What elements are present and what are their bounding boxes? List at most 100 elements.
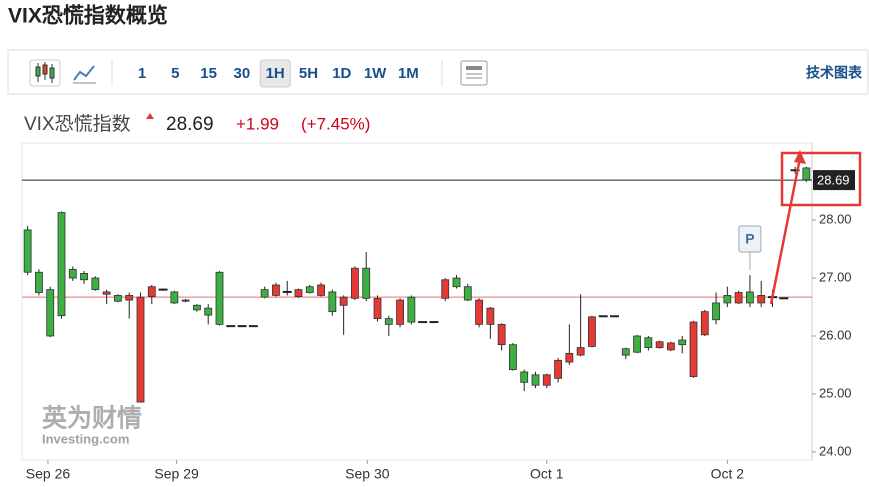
candle-body [396, 299, 404, 325]
candle-body [35, 271, 43, 293]
candle-body [746, 291, 754, 304]
candle-body [689, 321, 698, 377]
candle-body [339, 296, 348, 306]
y-tick-label: 24.00 [819, 443, 852, 458]
candle-body [700, 311, 709, 336]
highlight-arrow [769, 157, 802, 305]
candle-body [147, 286, 156, 297]
candle-body [260, 289, 269, 298]
candle-body [57, 212, 66, 317]
annotation-label: P [745, 231, 754, 247]
arrow-head [794, 150, 806, 164]
chart-marks: 24.00 25.00 26.00 27.00 28.00 Sep 26 Sep 29 Sep… [22, 166, 855, 482]
active-interval-bg [259, 59, 291, 88]
tech-chart-link[interactable]: 技术图表 [806, 65, 863, 81]
last-price-label: 28.69 [817, 173, 850, 188]
interval-button[interactable]: 1 [138, 65, 146, 82]
candle-body [23, 229, 32, 273]
candle-body [723, 295, 732, 304]
candle-body [486, 307, 495, 325]
quote-price: 28.69 [166, 114, 214, 135]
candle-body [317, 284, 325, 296]
x-tick-label: Sep 30 [345, 466, 390, 482]
candle-body [633, 335, 641, 353]
candle-body [215, 271, 224, 325]
watermark-site: Investing.com [42, 431, 129, 446]
x-tick-label: Sep 29 [154, 466, 199, 482]
x-tick-label: Oct 2 [711, 466, 745, 482]
candle-body [272, 284, 280, 296]
page-title: VIX恐慌指数概览 [8, 4, 168, 28]
interval-button[interactable]: 5 [171, 65, 179, 82]
toolbar [7, 49, 869, 95]
candle-body [542, 374, 551, 386]
candle-body [576, 347, 585, 356]
candle-body [181, 299, 190, 302]
candle-body [463, 286, 472, 301]
candle-body [520, 371, 529, 383]
candle-body [407, 296, 416, 323]
candle-body [712, 302, 720, 321]
candle-body [554, 359, 562, 379]
layout-icon[interactable] [460, 60, 488, 86]
candle-body [125, 295, 134, 301]
candle-body [509, 344, 517, 370]
quote-name: VIX恐慌指数 [24, 113, 131, 135]
interval-button[interactable]: 5H [299, 65, 318, 82]
candle-body [373, 297, 382, 319]
interval-button[interactable]: 15 [200, 65, 217, 82]
quote-percent: (+7.45%) [301, 114, 370, 133]
candle-body [204, 307, 213, 316]
candle-body [655, 341, 664, 348]
y-tick-label: 28.00 [819, 212, 852, 227]
candle-body [531, 374, 540, 386]
candle-body [294, 289, 303, 297]
up-arrow [146, 113, 154, 119]
quote-change: +1.99 [236, 114, 279, 133]
candle-icon[interactable] [29, 59, 61, 87]
line-icon[interactable] [73, 65, 96, 84]
candle-body [621, 348, 630, 356]
candle-body [678, 339, 687, 346]
x-tick-label: Oct 1 [530, 466, 564, 482]
candle-body [588, 316, 596, 347]
candle-body [441, 279, 450, 299]
y-tick-label: 27.00 [819, 269, 852, 284]
highlight-box [780, 151, 862, 207]
y-tick-label: 26.00 [819, 327, 852, 342]
x-tick-label: Sep 26 [26, 466, 71, 482]
y-tick-label: 25.00 [819, 385, 852, 400]
interval-button[interactable]: 1D [332, 65, 351, 82]
candle-body [193, 304, 201, 311]
candle-body [102, 291, 111, 295]
candle-body [384, 318, 393, 325]
candle-body [351, 267, 359, 299]
interval-button[interactable]: 1H [266, 65, 285, 82]
watermark-brand: 英为财情 [42, 405, 142, 433]
candle-body [802, 167, 811, 181]
candle-body [757, 295, 766, 304]
candle-body [328, 291, 337, 313]
candle-body [452, 277, 461, 288]
candle-body [667, 342, 675, 351]
candle-body [565, 352, 574, 363]
candle-body [305, 286, 314, 293]
candle-body [80, 272, 88, 281]
candle-body [475, 299, 483, 325]
candle-body [46, 289, 55, 337]
candle-body [136, 296, 145, 403]
interval-button[interactable]: 1W [364, 65, 387, 82]
candle-body [170, 291, 179, 304]
interval-button[interactable]: 1M [398, 65, 419, 82]
annotation-marker [738, 225, 762, 253]
candle-body [362, 267, 371, 299]
candle-body [497, 323, 506, 346]
candle-body [734, 292, 743, 304]
candle-body [644, 337, 653, 348]
candle-body [68, 268, 77, 279]
candle-body [114, 295, 122, 302]
interval-button[interactable]: 30 [234, 65, 251, 82]
last-price-box [813, 170, 855, 191]
